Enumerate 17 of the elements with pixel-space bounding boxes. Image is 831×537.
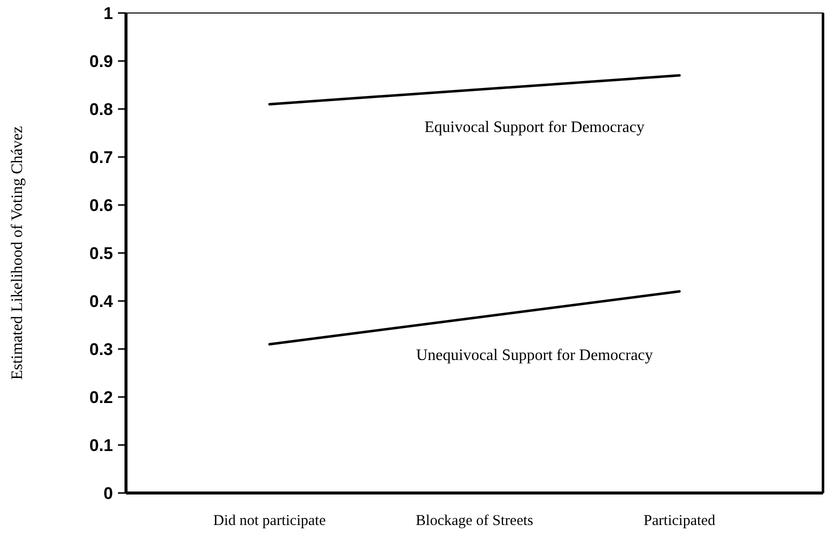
y-axis-title: Estimated Likelihood of Voting Chávez bbox=[9, 126, 26, 380]
x-tick-label: Did not participate bbox=[213, 513, 326, 529]
y-tick-label: 0.3 bbox=[89, 340, 113, 359]
y-tick-label: 1 bbox=[104, 4, 113, 23]
y-tick-label: 0.5 bbox=[89, 244, 113, 263]
y-tick-label: 0.2 bbox=[89, 388, 113, 407]
y-tick-label: 0.6 bbox=[89, 196, 113, 215]
y-tick-label: 0.9 bbox=[89, 52, 113, 71]
x-axis-title: Blockage of Streets bbox=[416, 513, 534, 529]
y-tick-label: 0.4 bbox=[89, 292, 114, 311]
y-tick-label: 0 bbox=[104, 484, 113, 503]
series-label: Equivocal Support for Democracy bbox=[424, 118, 644, 136]
y-tick-label: 0.7 bbox=[89, 148, 113, 167]
y-tick-label: 0.1 bbox=[89, 436, 113, 455]
y-tick-label: 0.8 bbox=[89, 100, 113, 119]
series-label: Unequivocal Support for Democracy bbox=[416, 346, 653, 364]
x-tick-label: Participated bbox=[644, 513, 716, 529]
